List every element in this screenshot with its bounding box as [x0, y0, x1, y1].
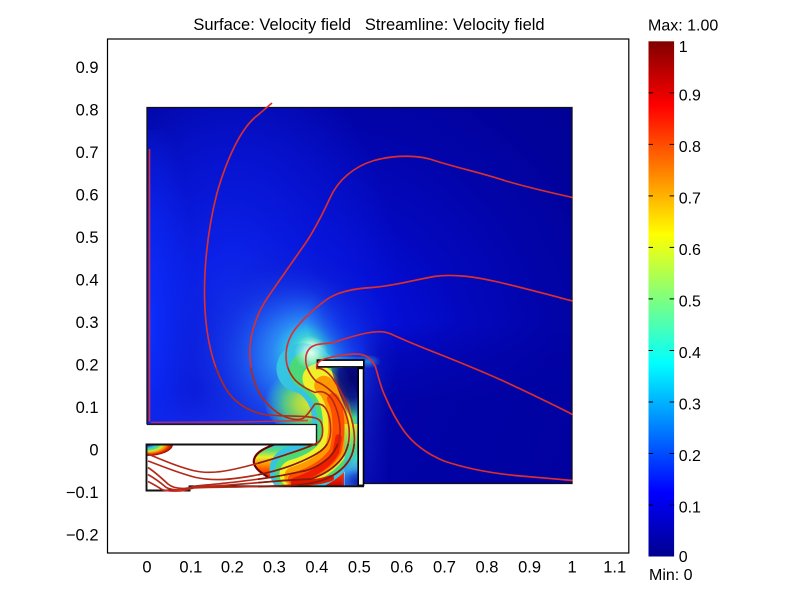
svg-text:0.3: 0.3: [76, 314, 99, 332]
svg-text:0.7: 0.7: [433, 559, 456, 577]
svg-text:Min: 0: Min: 0: [649, 567, 693, 584]
svg-text:0.9: 0.9: [76, 59, 99, 77]
svg-text:0.6: 0.6: [679, 242, 701, 259]
svg-text:0.4: 0.4: [679, 345, 701, 362]
svg-text:0: 0: [89, 442, 98, 460]
svg-text:Surface: Velocity field Stre: Surface: Velocity field Streamline: Velo…: [193, 16, 544, 34]
svg-text:0.5: 0.5: [76, 229, 99, 247]
svg-text:1: 1: [568, 559, 577, 577]
svg-text:0.3: 0.3: [263, 559, 286, 577]
svg-text:0: 0: [679, 549, 688, 566]
svg-text:0.8: 0.8: [679, 139, 701, 156]
svg-text:0.9: 0.9: [679, 87, 701, 104]
svg-text:1: 1: [679, 39, 688, 56]
svg-text:0.3: 0.3: [679, 397, 701, 414]
svg-text:Max: 1.00: Max: 1.00: [648, 18, 718, 35]
svg-text:0.2: 0.2: [221, 559, 244, 577]
svg-text:−0.1: −0.1: [66, 484, 99, 502]
svg-text:0: 0: [142, 559, 151, 577]
svg-text:0.5: 0.5: [679, 293, 701, 310]
svg-text:1.1: 1.1: [603, 559, 626, 577]
svg-text:0.4: 0.4: [76, 272, 99, 290]
svg-text:0.4: 0.4: [305, 559, 328, 577]
svg-text:0.8: 0.8: [476, 559, 499, 577]
svg-text:0.6: 0.6: [390, 559, 413, 577]
svg-text:0.1: 0.1: [179, 559, 202, 577]
svg-text:0.7: 0.7: [679, 190, 701, 207]
svg-text:0.6: 0.6: [76, 187, 99, 205]
svg-text:0.1: 0.1: [76, 399, 99, 417]
svg-text:0.8: 0.8: [76, 102, 99, 120]
svg-text:0.2: 0.2: [679, 448, 701, 465]
svg-text:0.5: 0.5: [348, 559, 371, 577]
svg-text:0.9: 0.9: [518, 559, 541, 577]
svg-text:−0.2: −0.2: [66, 527, 99, 545]
svg-text:0.2: 0.2: [76, 357, 99, 375]
svg-text:0.1: 0.1: [679, 500, 701, 517]
svg-text:0.7: 0.7: [76, 144, 99, 162]
